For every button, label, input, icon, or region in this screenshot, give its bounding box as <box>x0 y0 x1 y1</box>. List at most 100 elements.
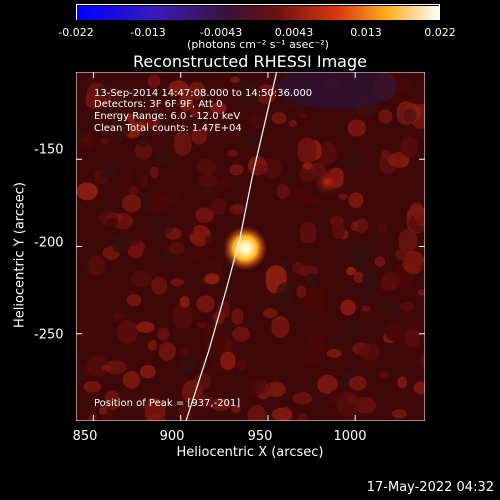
heatmap-cell <box>361 305 371 312</box>
heatmap-cell <box>127 245 144 259</box>
heatmap-cell <box>277 72 398 109</box>
heatmap-cell <box>417 289 425 296</box>
heatmap-cell <box>143 97 164 122</box>
heatmap-cell <box>276 282 295 306</box>
heatmap-cell <box>139 174 149 187</box>
heatmap-cell <box>139 347 149 361</box>
heatmap-cell <box>113 117 131 138</box>
heatmap-cell <box>178 94 194 112</box>
colorbar-tick: 0.013 <box>350 26 382 39</box>
heatmap-cell <box>231 405 241 413</box>
heatmap-cell <box>298 112 308 119</box>
heatmap-texture <box>76 72 425 421</box>
heatmap-cell <box>389 303 400 313</box>
heatmap-cell <box>147 339 158 351</box>
heatmap-cell <box>362 271 377 292</box>
heatmap-cell <box>397 376 407 389</box>
heatmap-cell <box>126 294 142 307</box>
heatmap-cell <box>400 136 418 158</box>
heatmap-cell <box>288 188 311 208</box>
annotation-algorithm: Clean Total counts: 1.47E+04 <box>94 123 242 134</box>
heatmap-cell <box>88 414 97 421</box>
annotation-energy-range: Energy Range: 6.0 - 12.0 keV <box>94 111 241 122</box>
heatmap-cell <box>184 222 195 235</box>
heatmap-cell <box>254 163 268 175</box>
heatmap-cell <box>179 354 195 374</box>
heatmap-cell <box>348 192 364 209</box>
heatmap-cell <box>354 396 377 414</box>
heatmap-cell <box>255 84 277 104</box>
heatmap-cell <box>97 82 117 98</box>
annotation-detectors: Detectors: 3F 6F 9F, Att 0 <box>94 99 223 110</box>
heatmap-cell <box>402 250 425 275</box>
heatmap-cell <box>153 125 163 135</box>
heatmap-cell <box>227 149 238 157</box>
heatmap-cell <box>122 370 141 389</box>
colorbar-tick: -0.0043 <box>199 26 243 39</box>
heatmap-cell <box>229 164 244 176</box>
heatmap-cell <box>395 248 406 261</box>
heatmap-cell <box>384 322 405 342</box>
heatmap-cell <box>165 191 179 205</box>
heatmap-cell <box>76 182 98 201</box>
heatmap-cell <box>378 222 389 233</box>
heatmap-cell <box>211 198 227 215</box>
heatmap-cell <box>304 335 326 365</box>
heatmap-cell <box>231 308 244 325</box>
heatmap-cell <box>353 271 365 284</box>
heatmap-cell <box>105 218 119 227</box>
heatmap-cell <box>99 137 110 145</box>
heatmap-cell <box>138 138 149 148</box>
heatmap-cell <box>297 137 317 164</box>
colorbar-unit-label: (photons cm⁻² s⁻¹ asec⁻²) <box>187 38 329 51</box>
colorbar <box>76 4 440 20</box>
heatmap-cell <box>195 207 215 223</box>
colorbar-tick: -0.013 <box>130 26 166 39</box>
heatmap-cell <box>271 112 287 125</box>
heatmap-cell <box>399 301 415 312</box>
heatmap-cell <box>380 149 391 159</box>
heatmap-cell <box>156 327 170 341</box>
heatmap-cell <box>379 371 389 380</box>
y-tick-label: -150 <box>34 142 64 158</box>
heatmap-cell <box>374 256 386 267</box>
heatmap-cell <box>309 195 320 207</box>
heatmap-cell <box>298 413 308 421</box>
heatmap-cell <box>161 201 174 211</box>
colorbar-tick: 0.0043 <box>274 26 314 39</box>
heatmap-cell <box>349 247 368 265</box>
heatmap-cell <box>104 360 127 375</box>
heatmap-cell <box>331 223 346 240</box>
colorbar-tick: 0.022 <box>424 26 456 39</box>
heatmap-cell <box>391 409 407 419</box>
heatmap-cell <box>246 377 266 396</box>
heatmap-cell <box>194 372 211 390</box>
heatmap-cell <box>378 109 393 124</box>
heatmap-cell <box>196 158 217 175</box>
footer-timestamp: 17-May-2022 04:32 <box>366 480 494 495</box>
heatmap-cell <box>326 348 342 358</box>
heatmap-cell <box>112 311 126 322</box>
heatmap-cell <box>292 392 313 405</box>
x-tick-label: 850 <box>72 429 98 444</box>
heatmap-cell <box>196 295 215 313</box>
heatmap-cell <box>398 229 418 253</box>
heatmap-cell <box>179 295 190 308</box>
heatmap-cell <box>197 321 207 329</box>
heatmap-cell <box>156 150 171 165</box>
heatmap-cell <box>152 214 175 235</box>
heatmap-cell <box>151 276 168 295</box>
heatmap-cell <box>170 278 185 287</box>
heatmap-cell <box>104 390 120 411</box>
heatmap-cell <box>199 100 209 108</box>
heatmap-cell <box>346 266 356 276</box>
heatmap-cell <box>338 193 349 200</box>
heatmap-cell <box>296 285 307 299</box>
heatmap-cell <box>271 316 290 338</box>
heatmap-cell <box>317 142 337 165</box>
heatmap-cell <box>276 183 289 200</box>
heatmap-cell <box>240 152 254 160</box>
annotation-peak-position: Position of Peak = [937,-201] <box>94 398 241 409</box>
heatmap-cell <box>99 167 117 180</box>
heatmap-cell <box>173 303 193 330</box>
